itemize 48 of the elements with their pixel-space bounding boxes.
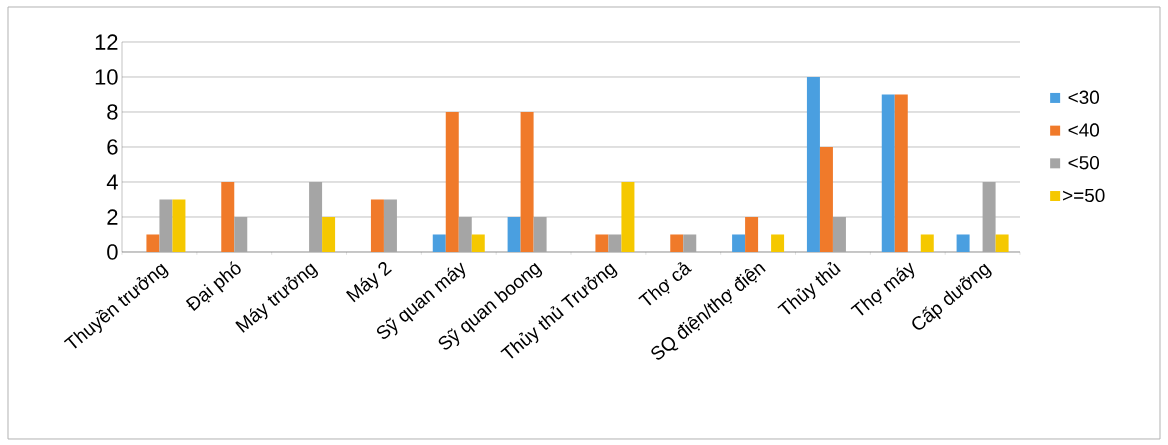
bar (445, 111, 459, 252)
bar (595, 234, 609, 252)
x-tick-label: Thủy thủ (777, 262, 841, 315)
bar (806, 76, 820, 252)
bar (322, 216, 336, 252)
bar (309, 181, 323, 252)
bar (172, 199, 186, 252)
y-tick-label: 6 (107, 139, 118, 155)
bar (995, 234, 1009, 252)
bar (432, 234, 446, 252)
y-tick-label: 4 (106, 174, 118, 190)
bar (745, 216, 759, 252)
bar (458, 216, 472, 252)
x-tick-label: Máy 2 (345, 262, 392, 303)
bar (234, 216, 248, 252)
bar (894, 94, 908, 252)
bar (383, 199, 397, 252)
bar (832, 216, 846, 252)
bar (159, 199, 173, 252)
y-tick-label: 8 (107, 104, 118, 120)
bar (771, 234, 785, 252)
bar (520, 111, 534, 252)
bar (982, 181, 996, 252)
bar (881, 94, 895, 252)
bar (670, 234, 684, 252)
bar (370, 199, 384, 252)
y-tick-label: 2 (107, 209, 118, 225)
bar (819, 146, 833, 252)
y-tick-label: 12 (95, 34, 118, 50)
bar (621, 181, 635, 252)
bar (920, 234, 934, 252)
bar (471, 234, 485, 252)
bar (507, 216, 521, 252)
bar (683, 234, 697, 252)
bar (221, 181, 235, 252)
bar (533, 216, 547, 252)
y-tick-label: 10 (95, 69, 118, 85)
x-tick-label: Thợ máy (850, 262, 915, 316)
legend-label: <40 (1068, 123, 1100, 137)
legend-label: >=50 (1063, 188, 1105, 203)
bar (146, 234, 160, 252)
y-tick-label: 0 (107, 244, 118, 260)
legend-label: <30 (1068, 90, 1100, 104)
x-tick-label: Thợ cả (638, 262, 692, 306)
bar (608, 234, 622, 252)
bar (732, 234, 746, 252)
bar (956, 234, 970, 252)
legend-label: <50 (1068, 155, 1100, 170)
